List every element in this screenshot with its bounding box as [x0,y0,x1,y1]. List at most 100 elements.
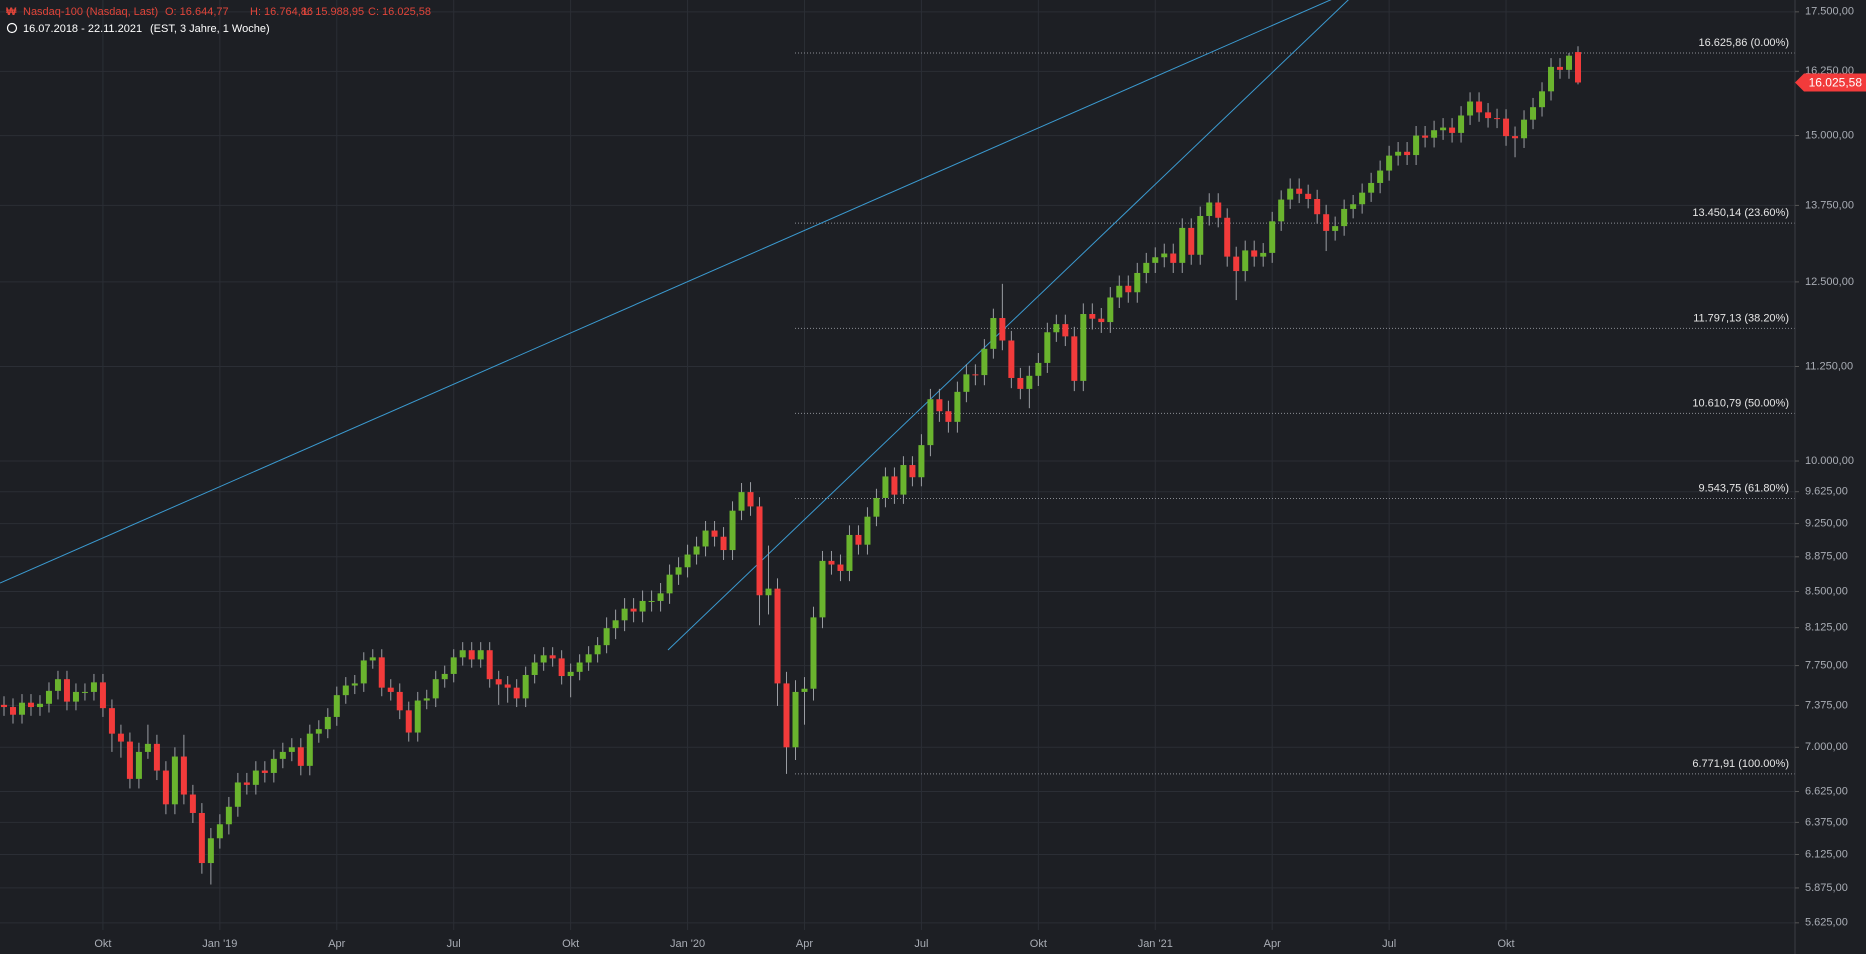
candle-body [207,838,214,864]
candle-body [819,560,826,618]
candle-body [963,374,970,392]
header-value: L: 15.988,95 [303,6,364,18]
candle-body [765,588,772,596]
candle-body [1395,151,1402,156]
candle-body [162,770,169,805]
trend-line [667,0,1349,651]
candle-body [1206,202,1213,216]
y-tick-label: 11.250,00 [1805,360,1853,372]
candle-body [1503,118,1510,137]
candle-body [180,756,187,795]
candle-body [666,574,673,594]
y-tick-label: 10.000,00 [1805,455,1854,467]
candle-body [702,530,709,547]
candle-body [1044,332,1051,363]
x-axis: Okt Jan '19 Apr Jul Okt Jan '20 Apr Jul Okt Jan '… [94,938,1514,950]
y-tick-label: 7.750,00 [1805,660,1848,672]
candle-body [432,679,439,699]
candle-body [720,536,727,551]
candle-body [1053,324,1060,333]
candle-body [909,465,916,478]
x-tick-label: Jul [447,938,461,950]
candle-body [504,684,511,688]
candle-body [288,747,295,752]
candle-body [1278,199,1285,222]
chart-title: Nasdaq-100 (Nasdaq, Last) [23,6,158,18]
x-tick-label: Apr [1264,938,1281,950]
candle-body [450,657,457,674]
x-tick-label: Okt [94,938,111,950]
candle-body [936,399,943,412]
candle-body [1566,55,1573,70]
candle-body [126,741,133,779]
y-tick-label: 13.750,00 [1805,199,1854,211]
candle-body [117,733,124,742]
candle-body [792,691,799,748]
candle-body [252,770,259,785]
subtitle: 16.07.2018 - 22.11.2021 [23,23,142,35]
candle-body [171,756,178,805]
candle-body [1413,135,1420,156]
candle-body [639,600,646,612]
candle-body [864,516,871,545]
candle-body [603,628,610,646]
candle-body [1359,192,1366,205]
candle-body [72,691,79,702]
fib-label: 16.625,86 (0.00%) [1698,37,1789,49]
candle-body [135,751,142,779]
candle-body [828,560,835,565]
candle-body [414,700,421,733]
candle-body [1143,262,1150,273]
candle-body [630,608,637,612]
candle-body [1017,377,1024,389]
candle-body [1305,193,1312,200]
candle-body [927,399,934,446]
candle-body [378,657,385,688]
candle-body [1350,204,1357,209]
candle-body [1188,227,1195,255]
candle-body [1377,170,1384,183]
header-value: O: 16.644,77 [165,6,229,18]
candle-body [1332,226,1339,231]
clock-icon [6,22,18,34]
candle-body [1116,285,1123,298]
candle-body [36,703,43,708]
x-tick-label: Jan '21 [1138,938,1173,950]
candle-body [1557,66,1564,70]
candle-body [441,673,448,680]
candle-body [1539,91,1546,108]
candle-body [45,690,52,704]
candle-body [99,682,106,709]
grid [0,0,1795,930]
candle-body [999,318,1006,341]
x-tick-label: Okt [1497,938,1514,950]
candle-body [558,658,565,677]
candle-body [1251,250,1258,257]
candle-body [342,685,349,696]
candle-body [1089,314,1096,319]
candle-body [612,620,619,629]
candle-body [621,608,628,621]
candle-body [1080,314,1087,381]
fib-label: 9.543,75 (61.80%) [1698,482,1789,494]
candle-body [369,657,376,661]
candle-body [783,683,790,748]
candle-body [90,682,97,692]
candle-body [459,650,466,658]
candle-body [1323,214,1330,231]
candle-body [990,318,997,349]
candle-body [9,707,16,715]
fib-label: 6.771,91 (100.00%) [1692,758,1789,770]
candle-body [1512,136,1519,139]
candle-body [1386,155,1393,171]
candle-body [1467,101,1474,116]
y-tick-label: 5.875,00 [1805,882,1848,894]
candle-body [1035,362,1042,376]
x-tick-label: Okt [1030,938,1047,950]
candle-body [882,476,889,498]
candle-body [189,794,196,813]
candle-body [387,687,394,692]
y-tick-label: 6.625,00 [1805,785,1848,797]
candle-body [1404,151,1411,156]
